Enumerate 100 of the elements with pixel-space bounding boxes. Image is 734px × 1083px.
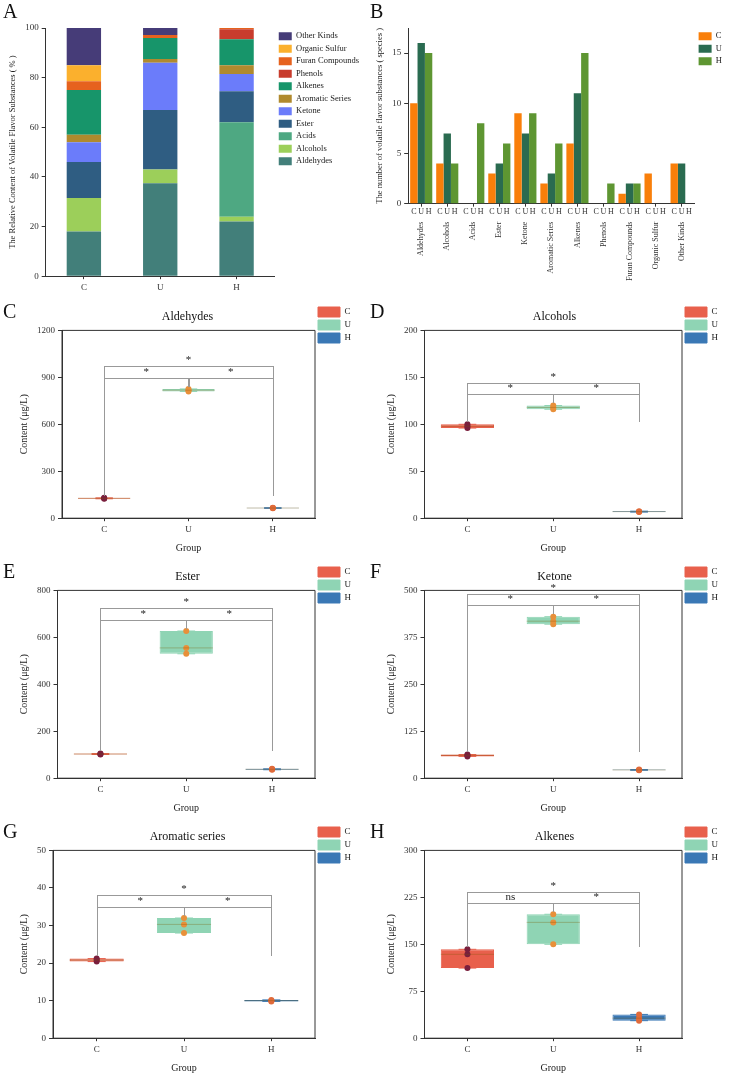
x-tick-label: Alcohols [442,221,452,251]
text: H [555,206,562,216]
y-tick-label: 50 [408,465,418,476]
x-tick-label: C [93,1043,100,1054]
y-axis-title: The number of volatile flavor substances ( species ) [374,27,385,204]
annotation: * [185,353,192,366]
text: H [370,820,385,843]
y-tick-label: 20 [29,220,40,231]
annotation: * [224,893,231,906]
legend-label: C [344,566,351,577]
text: C [411,206,417,216]
text: U [652,206,659,216]
text: H [451,206,458,216]
y-axis-title: Content (μg/L) [384,394,397,455]
text: C [515,206,521,216]
category-label: U [418,206,425,216]
text: U [496,206,503,216]
annotation: * [593,381,599,394]
y-tick-label: 15 [392,47,402,58]
y-tick-label: 300 [404,844,418,855]
x-tick-label: Ketone [520,221,530,245]
text: U [548,206,555,216]
annotation: * [140,606,147,619]
legend-label: Aromatic Series [296,92,351,103]
x-tick-label: C [101,523,108,534]
y-tick-label: 0 [41,1032,47,1043]
chart-title: Alcohols [532,309,577,324]
legend-label: Alkenes [296,80,324,91]
x-tick-label: Ester [494,221,504,239]
annotation: * [550,369,556,382]
category-label: H [425,206,432,216]
y-tick-label: 150 [404,371,418,382]
text: F [370,560,382,583]
legend-label: U [344,319,352,330]
x-tick-label: H [233,281,241,292]
legend-label: U [344,579,352,590]
category-label: H [581,206,588,216]
x-tick-label: Phenols [598,221,608,248]
y-tick-label: 400 [37,678,51,689]
annotation: * [507,592,514,605]
y-tick-label: 375 [404,631,418,642]
legend-label: Acids [296,130,316,141]
y-tick-label: 0 [46,772,51,783]
legend-label: C [344,826,351,837]
category-label: C [593,206,599,216]
y-tick-label: 0 [413,772,418,783]
y-tick-label: 125 [404,725,418,736]
text: C [3,300,17,323]
x-tick-label: H [268,783,276,794]
text: C [567,206,573,216]
category-label: U [574,206,581,216]
annotation: * [137,893,144,906]
y-axis-title: The Relative Content of Volatile Flavor Substances ( % ) [7,55,18,249]
legend-label: Alcohols [296,142,327,153]
y-tick-label: 100 [404,418,418,429]
category-label: C [437,206,443,216]
y-tick-label: 10 [37,995,47,1005]
text: H [686,206,692,216]
y-tick-label: 600 [41,418,56,429]
chart-title: Aldehydes [161,309,214,324]
text: C [463,206,469,216]
x-tick-label: C [464,1043,471,1054]
legend-label: H [711,852,719,863]
chart-title: Aromatic series [149,829,226,844]
text: C [671,206,677,216]
x-axis-title: Group [540,541,567,553]
x-axis-title: Group [540,1061,567,1073]
annotation: * [183,595,189,608]
x-tick-label: H [269,523,277,534]
y-tick-label: 300 [41,465,56,476]
category-label: C [541,206,547,216]
y-tick-label: 40 [37,882,47,893]
x-tick-label: U [185,523,193,534]
x-tick-label: H [268,1043,276,1054]
legend-label: Furan Compounds [296,55,360,66]
legend-label: H [344,332,352,343]
annotation: * [550,878,556,891]
annotation: * [593,592,599,605]
legend-label: C [715,30,722,41]
annotation: * [507,381,514,394]
x-tick-label: H [635,523,643,534]
legend-label: H [711,592,719,603]
y-axis-title: Content (μg/L) [17,914,30,975]
x-tick-label: Alkenes [572,221,582,248]
y-axis-title: Content (μg/L) [17,394,30,455]
legend-label: C [711,566,718,577]
y-tick-label: 0 [413,1032,418,1043]
x-tick-label: H [635,1043,643,1054]
category-label: U [678,206,685,216]
x-tick-label: Furan Compounds [624,221,634,282]
category-label: H [634,206,640,216]
y-tick-label: 150 [404,938,418,949]
y-tick-label: 75 [408,985,418,996]
x-tick-label: Aromatic Series [546,221,556,274]
legend-label: Ketone [296,105,321,116]
text: G [3,820,18,843]
y-tick-label: 80 [29,72,40,82]
x-tick-label: Other Kinds [676,221,686,261]
y-tick-label: 0 [396,198,402,209]
legend-label: U [711,839,719,850]
